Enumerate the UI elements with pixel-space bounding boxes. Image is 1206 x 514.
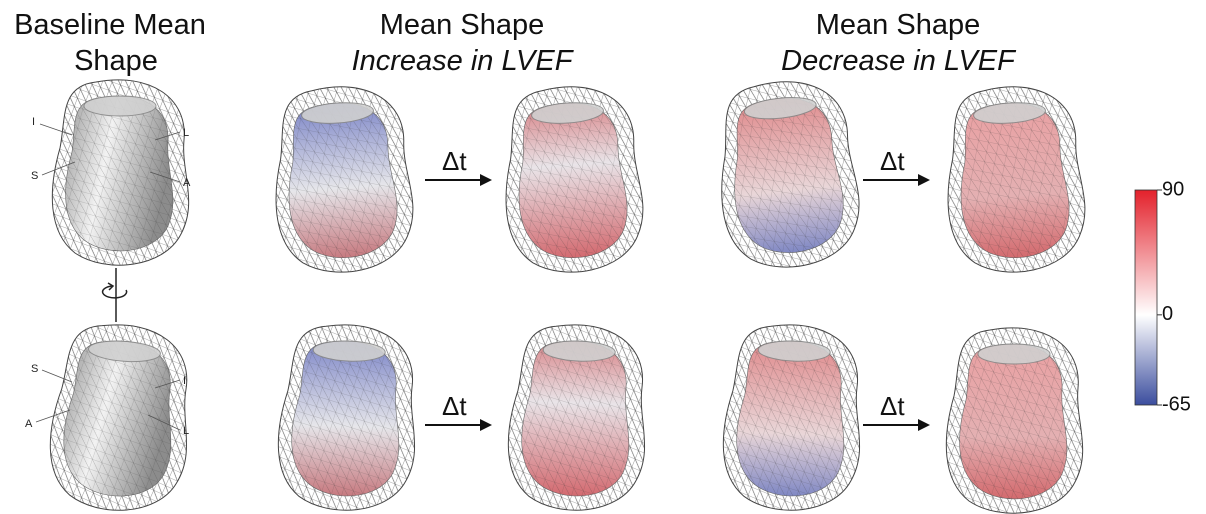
arrow-label: Δt bbox=[442, 391, 467, 421]
figure: Baseline Mean Shape Mean Shape Increase … bbox=[0, 0, 1206, 514]
surface-mesh bbox=[735, 339, 848, 497]
orientation-label: I bbox=[32, 116, 35, 128]
orientation-label: A bbox=[25, 418, 33, 430]
column-subtitle: Increase in LVEF bbox=[352, 45, 575, 77]
heart-model bbox=[52, 80, 188, 265]
column-title: Baseline Mean bbox=[14, 9, 206, 41]
shapes bbox=[46, 75, 1089, 514]
headers: Baseline Mean Shape Mean Shape Increase … bbox=[14, 9, 1017, 77]
heart-model bbox=[46, 320, 195, 514]
heart-model bbox=[710, 75, 865, 274]
opening bbox=[978, 344, 1050, 364]
orientation-label: A bbox=[183, 177, 191, 189]
rotation-icon bbox=[103, 268, 127, 322]
column-title: Mean Shape bbox=[816, 9, 980, 41]
heart-model bbox=[268, 82, 417, 276]
surface-mesh bbox=[66, 96, 173, 251]
orientation-label: S bbox=[31, 363, 38, 375]
arrow-label: Δt bbox=[442, 146, 467, 176]
heart-model bbox=[721, 323, 864, 513]
colorbar-tick-label: 90 bbox=[1162, 178, 1184, 200]
colorbar-tick-label: -65 bbox=[1162, 393, 1191, 415]
column-subtitle: Decrease in LVEF bbox=[781, 45, 1017, 77]
column-title: Shape bbox=[74, 45, 158, 77]
surface-mesh bbox=[960, 344, 1067, 499]
colorbar: 90 0 -65 bbox=[1135, 178, 1191, 415]
heart-model bbox=[946, 328, 1082, 513]
orientation-label: L bbox=[183, 425, 189, 437]
surface-mesh bbox=[520, 339, 633, 497]
orientation-label: S bbox=[31, 170, 38, 182]
orientation-label: L bbox=[183, 127, 189, 139]
heart-model bbox=[506, 323, 649, 513]
arrow-label: Δt bbox=[880, 391, 905, 421]
arrow-label: Δt bbox=[880, 146, 905, 176]
colorbar-gradient bbox=[1135, 190, 1157, 405]
orientation-label: I bbox=[183, 375, 186, 387]
heart-model bbox=[940, 82, 1089, 276]
heart-model bbox=[276, 323, 419, 513]
column-title: Mean Shape bbox=[380, 9, 544, 41]
surface-mesh bbox=[290, 339, 403, 497]
opening bbox=[84, 96, 156, 116]
heart-model bbox=[498, 82, 647, 276]
colorbar-tick-label: 0 bbox=[1162, 303, 1173, 325]
